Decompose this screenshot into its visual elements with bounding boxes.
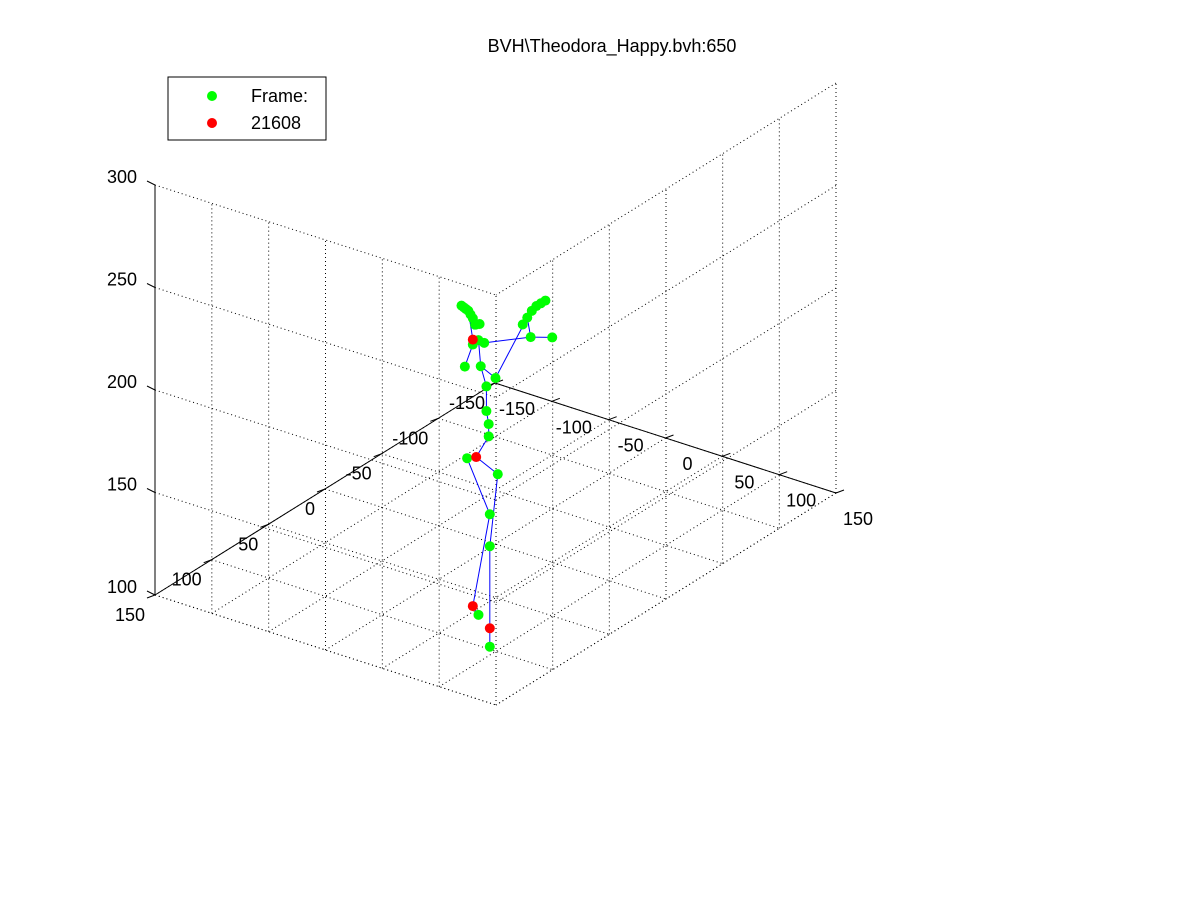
x-tick-label: 150 <box>843 509 873 529</box>
z-tick <box>147 386 155 390</box>
legend-marker-frame-number <box>207 118 217 128</box>
joint-point <box>476 361 486 371</box>
skeleton-bone <box>484 337 531 343</box>
x-tick <box>552 398 560 401</box>
x-tick <box>722 453 730 456</box>
joint-point <box>460 362 470 372</box>
y-tick-label: -100 <box>392 428 428 448</box>
grid-line-back-z <box>155 185 496 295</box>
y-tick-label: 0 <box>305 499 315 519</box>
joint-point <box>475 319 485 329</box>
z-tick <box>147 284 155 288</box>
grid-line-back-z <box>155 493 496 603</box>
legend: Frame: 21608 <box>168 77 326 140</box>
joint-point <box>485 642 495 652</box>
joint-point <box>481 381 491 391</box>
x-tick <box>779 472 787 475</box>
joint-point <box>485 509 495 519</box>
joint-point <box>462 453 472 463</box>
x-tick-label: -100 <box>556 417 592 437</box>
grid-line-floor-x <box>212 401 552 613</box>
y-tick-label: -50 <box>346 464 372 484</box>
skeleton-bone <box>473 514 490 606</box>
z-tick-label: 100 <box>107 577 137 597</box>
joint-point <box>473 610 483 620</box>
y-tick-label: 100 <box>172 570 202 590</box>
grid-line-floor-x <box>269 420 609 632</box>
x-tick-label: -50 <box>618 436 644 456</box>
joint-point <box>526 332 536 342</box>
chart-title: BVH\Theodora_Happy.bvh:650 <box>488 36 737 57</box>
skeleton-joints <box>456 296 557 652</box>
y-tick-label: 150 <box>115 605 145 625</box>
x-tick <box>665 435 673 438</box>
legend-label-frame-number: 21608 <box>251 113 301 133</box>
joint-point-highlight <box>468 335 478 345</box>
y-tick-label: 50 <box>238 534 258 554</box>
y-tick-label: -150 <box>449 393 485 413</box>
z-tick <box>147 489 155 493</box>
skeleton-bones <box>465 301 552 647</box>
joint-point-highlight <box>471 452 481 462</box>
z-tick <box>147 591 155 595</box>
x-tick-label: 50 <box>734 472 754 492</box>
joint-point <box>518 319 528 329</box>
x-tick <box>836 490 844 493</box>
joint-point <box>491 373 501 383</box>
y-tick <box>147 595 155 598</box>
grid-line-right-z <box>496 288 836 500</box>
x-tick-label: 0 <box>682 454 692 474</box>
grid-line-right-z <box>496 493 836 705</box>
joint-point <box>540 296 550 306</box>
legend-label-frame: Frame: <box>251 86 308 106</box>
legend-marker-frame <box>207 91 217 101</box>
joint-point <box>547 332 557 342</box>
x-tick-label: 100 <box>786 491 816 511</box>
joint-point <box>481 406 491 416</box>
joint-point-highlight <box>485 623 495 633</box>
grid-line-floor-y <box>382 454 723 564</box>
z-tick-label: 250 <box>107 270 137 290</box>
z-tick-label: 200 <box>107 372 137 392</box>
skeleton-bone <box>467 458 490 514</box>
grid-line-right-z <box>496 186 836 398</box>
joint-point <box>485 541 495 551</box>
z-tick-label: 150 <box>107 475 137 495</box>
joint-point <box>493 469 503 479</box>
z-tick <box>147 181 155 185</box>
joint-point <box>479 338 489 348</box>
grid-line-right-z <box>496 83 836 295</box>
grid-line-floor-x <box>382 456 722 668</box>
x-tick-label: -150 <box>499 399 535 419</box>
joint-point <box>484 431 494 441</box>
joint-point-highlight <box>468 601 478 611</box>
x-tick <box>609 417 617 420</box>
joint-point <box>484 419 494 429</box>
grid-layer <box>155 83 836 705</box>
z-tick-label: 300 <box>107 167 137 187</box>
